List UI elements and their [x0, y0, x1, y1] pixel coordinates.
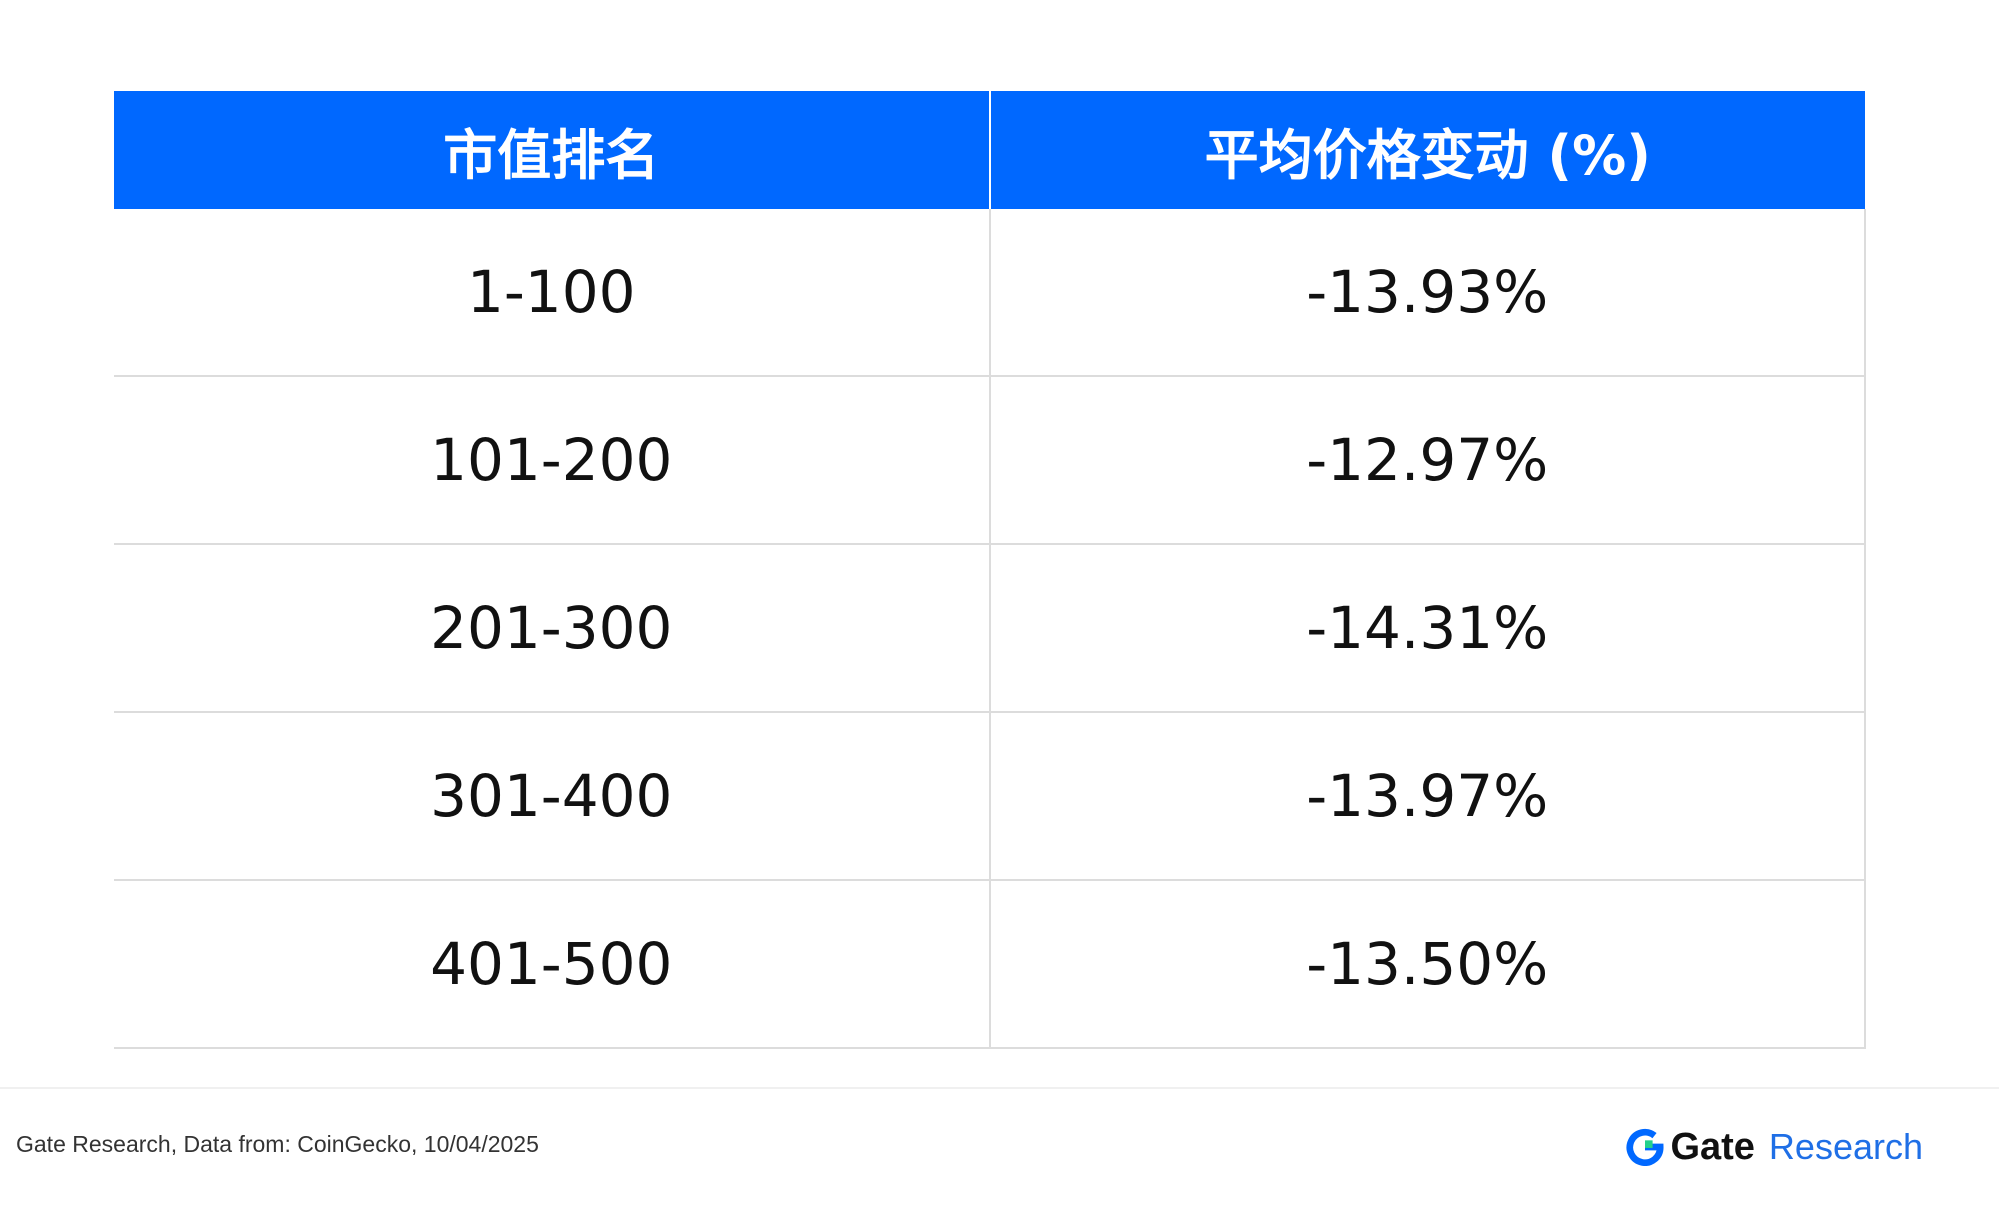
table-row: 201-300 -14.31% [114, 544, 1866, 713]
change-cell: -13.50% [989, 880, 1866, 1049]
column-header-change: 平均价格变动 (%) [989, 91, 1865, 209]
footer-divider [0, 1087, 1999, 1089]
gate-logo-icon [1626, 1128, 1664, 1166]
logo-research-text: Research [1768, 1126, 1923, 1167]
rank-cell: 101-200 [114, 376, 991, 545]
table-row: 1-100 -13.93% [114, 209, 1866, 377]
change-cell: -13.97% [989, 712, 1866, 881]
column-header-rank: 市值排名 [114, 91, 991, 209]
data-table: 市值排名 平均价格变动 (%) 1-100 -13.93% 101-200 -1… [114, 91, 1866, 1049]
gate-research-logo: Gate Research [1626, 1125, 1923, 1169]
change-cell: -14.31% [989, 544, 1866, 713]
rank-cell: 401-500 [114, 880, 991, 1049]
source-note: Gate Research, Data from: CoinGecko, 10/… [16, 1131, 539, 1157]
table-header-row: 市值排名 平均价格变动 (%) [114, 91, 1865, 209]
change-cell: -12.97% [989, 376, 1866, 545]
rank-cell: 201-300 [114, 544, 991, 713]
logo-gate-text: Gate [1670, 1125, 1755, 1168]
table-row: 401-500 -13.50% [114, 880, 1866, 1049]
rank-cell: 301-400 [114, 712, 991, 881]
change-cell: -13.93% [989, 209, 1866, 377]
table-row: 101-200 -12.97% [114, 376, 1866, 545]
table-row: 301-400 -13.97% [114, 712, 1866, 881]
rank-cell: 1-100 [114, 209, 991, 377]
